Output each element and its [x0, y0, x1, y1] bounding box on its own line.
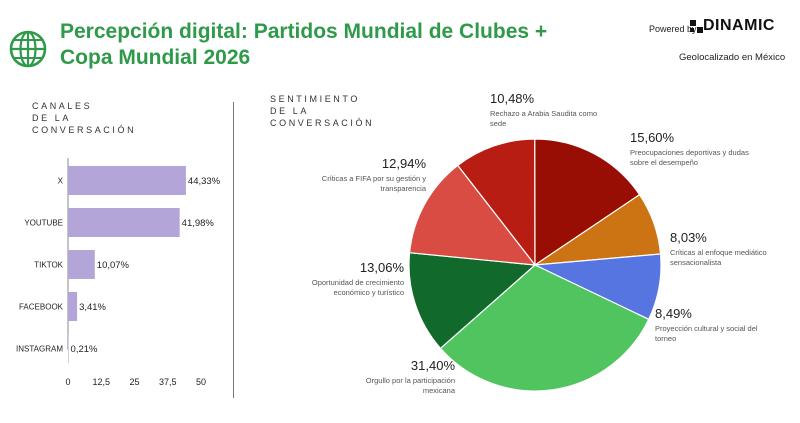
slice-pct: 8,03%	[670, 230, 707, 245]
slice-pct: 15,60%	[630, 130, 675, 145]
sentiment-pie-chart	[408, 138, 662, 392]
category-label: TIKTOK	[34, 261, 63, 270]
category-label: X	[58, 177, 64, 186]
slice-label: Preocupaciones deportivas y dudas sobre …	[630, 148, 749, 167]
bar-value-label: 0,21%	[71, 344, 98, 355]
x-tick-label: 50	[196, 377, 206, 387]
slice-annotation-fifa: 12,94% Críticas a FIFA por su gestión y …	[296, 156, 426, 194]
slice-label: Críticas a FIFA por su gestión y transpa…	[321, 174, 426, 193]
slice-pct: 10,48%	[490, 91, 535, 106]
x-tick-label: 25	[129, 377, 139, 387]
category-label: INSTAGRAM	[16, 345, 63, 354]
pie-slice	[456, 138, 536, 267]
x-tick-label: 0	[65, 377, 70, 387]
bar	[68, 334, 69, 363]
slice-pct: 13,06%	[359, 260, 404, 275]
title-line-1: Percepción digital: Partidos Mundial de …	[60, 20, 548, 43]
dinamic-logo-icon	[690, 20, 703, 33]
category-label: YOUTUBE	[24, 219, 63, 228]
channels-bar-chart: X 44,33% YOUTUBE 41,98% TIKTOK 10,07% FACEBOOK…	[16, 158, 221, 387]
globe-icon	[9, 30, 47, 68]
bar-value-label: 41,98%	[182, 218, 215, 229]
bar	[68, 208, 180, 237]
pie-slice	[408, 164, 537, 266]
slice-annotation-deportivas: 15,60% Preocupaciones deportivas y dudas…	[630, 130, 770, 168]
category-label: FACEBOOK	[19, 303, 64, 312]
pie-slice	[439, 264, 650, 392]
slice-annotation-mediatico: 8,03% Críticas al enfoque mediático sens…	[670, 230, 790, 268]
x-tick-label: 37,5	[159, 377, 177, 387]
section-divider	[233, 102, 234, 398]
pie-slice	[408, 252, 537, 350]
channels-title: CANALES DE LA CONVERSACIÓN	[32, 101, 137, 135]
brand-logo: DINAMIC	[703, 17, 775, 34]
slice-pct: 12,94%	[381, 156, 426, 171]
slice-annotation-oportunidad: 13,06% Oportunidad de crecimiento económ…	[282, 260, 404, 298]
sentiment-title: SENTIMIENTO DE LA CONVERSACIÓN	[270, 94, 375, 128]
page-title: Percepción digital: Partidos Mundial de …	[60, 19, 620, 71]
slice-annotation-proyeccion: 8,49% Proyección cultural y social del t…	[655, 306, 785, 344]
bar-value-label: 10,07%	[97, 260, 130, 271]
slice-label: Oportunidad de crecimiento económico y t…	[311, 278, 404, 297]
geolocation-label: Geolocalizado en México	[679, 52, 786, 63]
slice-label: Proyección cultural y social del torneo	[655, 324, 758, 343]
slice-annotation-arabia: 10,48% Rechazo a Arabia Saudita como sed…	[490, 91, 620, 129]
bar-value-label: 3,41%	[79, 302, 106, 313]
x-tick-label: 12,5	[92, 377, 110, 387]
bar-value-label: 44,33%	[188, 176, 221, 187]
bar	[68, 292, 78, 321]
title-line-2: Copa Mundial 2026	[60, 46, 251, 69]
bar	[68, 166, 186, 195]
bar	[68, 250, 95, 279]
slice-pct: 8,49%	[655, 306, 692, 321]
slice-label: Críticas al enfoque mediático sensaciona…	[670, 248, 767, 267]
slice-pct: 31,40%	[410, 358, 455, 373]
slice-label: Rechazo a Arabia Saudita como sede	[490, 109, 598, 128]
powered-by-label: Powered by	[649, 24, 697, 34]
pie-slice	[534, 138, 641, 267]
slice-label: Orgullo por la participación mexicana	[365, 376, 455, 395]
slice-annotation-orgullo: 31,40% Orgullo por la participación mexi…	[335, 358, 455, 396]
